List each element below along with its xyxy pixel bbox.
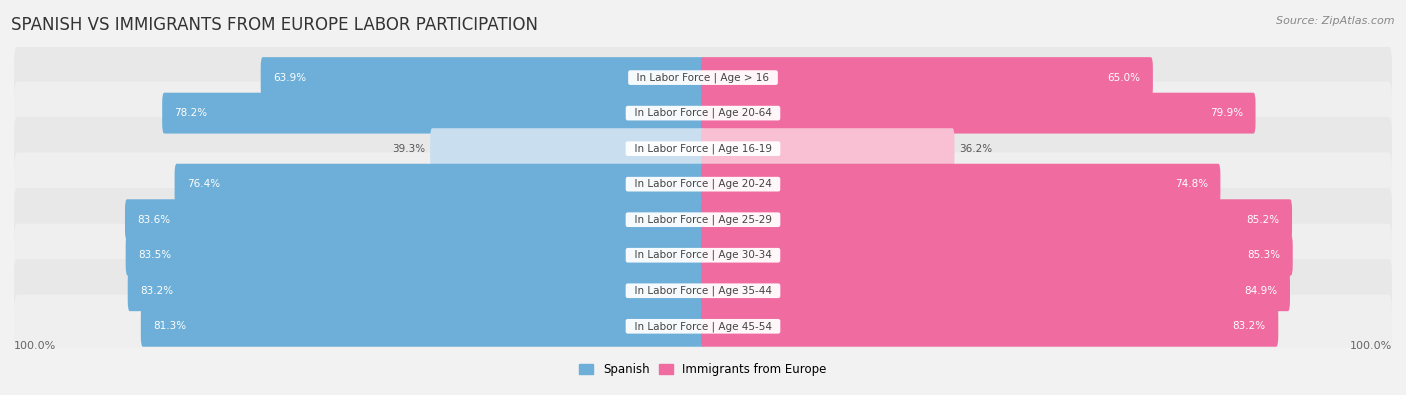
FancyBboxPatch shape [702, 270, 1289, 311]
FancyBboxPatch shape [14, 188, 1392, 251]
Text: 63.9%: 63.9% [273, 73, 307, 83]
Text: SPANISH VS IMMIGRANTS FROM EUROPE LABOR PARTICIPATION: SPANISH VS IMMIGRANTS FROM EUROPE LABOR … [11, 16, 538, 34]
Text: 85.3%: 85.3% [1247, 250, 1281, 260]
FancyBboxPatch shape [702, 306, 1278, 347]
FancyBboxPatch shape [430, 128, 704, 169]
FancyBboxPatch shape [702, 93, 1256, 134]
Text: 79.9%: 79.9% [1211, 108, 1243, 118]
FancyBboxPatch shape [14, 152, 1392, 216]
Text: 83.2%: 83.2% [141, 286, 173, 296]
FancyBboxPatch shape [162, 93, 704, 134]
Text: In Labor Force | Age 20-64: In Labor Force | Age 20-64 [628, 108, 778, 118]
FancyBboxPatch shape [14, 224, 1392, 287]
FancyBboxPatch shape [125, 235, 704, 276]
FancyBboxPatch shape [128, 270, 704, 311]
Text: 78.2%: 78.2% [174, 108, 208, 118]
Legend: Spanish, Immigrants from Europe: Spanish, Immigrants from Europe [575, 358, 831, 381]
Text: 74.8%: 74.8% [1175, 179, 1208, 189]
Text: 100.0%: 100.0% [14, 341, 56, 351]
FancyBboxPatch shape [702, 164, 1220, 205]
FancyBboxPatch shape [702, 199, 1292, 240]
Text: In Labor Force | Age 35-44: In Labor Force | Age 35-44 [627, 286, 779, 296]
FancyBboxPatch shape [14, 117, 1392, 180]
FancyBboxPatch shape [125, 199, 704, 240]
Text: 39.3%: 39.3% [392, 144, 426, 154]
Text: 65.0%: 65.0% [1108, 73, 1140, 83]
FancyBboxPatch shape [174, 164, 704, 205]
FancyBboxPatch shape [14, 295, 1392, 358]
Text: 83.6%: 83.6% [138, 215, 170, 225]
Text: 83.2%: 83.2% [1233, 321, 1265, 331]
Text: 85.2%: 85.2% [1247, 215, 1279, 225]
Text: In Labor Force | Age > 16: In Labor Force | Age > 16 [630, 72, 776, 83]
FancyBboxPatch shape [141, 306, 704, 347]
FancyBboxPatch shape [702, 235, 1292, 276]
FancyBboxPatch shape [14, 259, 1392, 322]
Text: 36.2%: 36.2% [959, 144, 993, 154]
FancyBboxPatch shape [14, 46, 1392, 109]
Text: 83.5%: 83.5% [138, 250, 172, 260]
Text: 76.4%: 76.4% [187, 179, 221, 189]
FancyBboxPatch shape [14, 81, 1392, 145]
Text: In Labor Force | Age 20-24: In Labor Force | Age 20-24 [628, 179, 778, 190]
Text: In Labor Force | Age 45-54: In Labor Force | Age 45-54 [627, 321, 779, 331]
FancyBboxPatch shape [702, 57, 1153, 98]
Text: In Labor Force | Age 25-29: In Labor Force | Age 25-29 [627, 214, 779, 225]
Text: 84.9%: 84.9% [1244, 286, 1278, 296]
FancyBboxPatch shape [260, 57, 704, 98]
Text: 81.3%: 81.3% [153, 321, 187, 331]
FancyBboxPatch shape [702, 128, 955, 169]
Text: 100.0%: 100.0% [1350, 341, 1392, 351]
Text: Source: ZipAtlas.com: Source: ZipAtlas.com [1277, 16, 1395, 26]
Text: In Labor Force | Age 16-19: In Labor Force | Age 16-19 [627, 143, 779, 154]
Text: In Labor Force | Age 30-34: In Labor Force | Age 30-34 [628, 250, 778, 260]
